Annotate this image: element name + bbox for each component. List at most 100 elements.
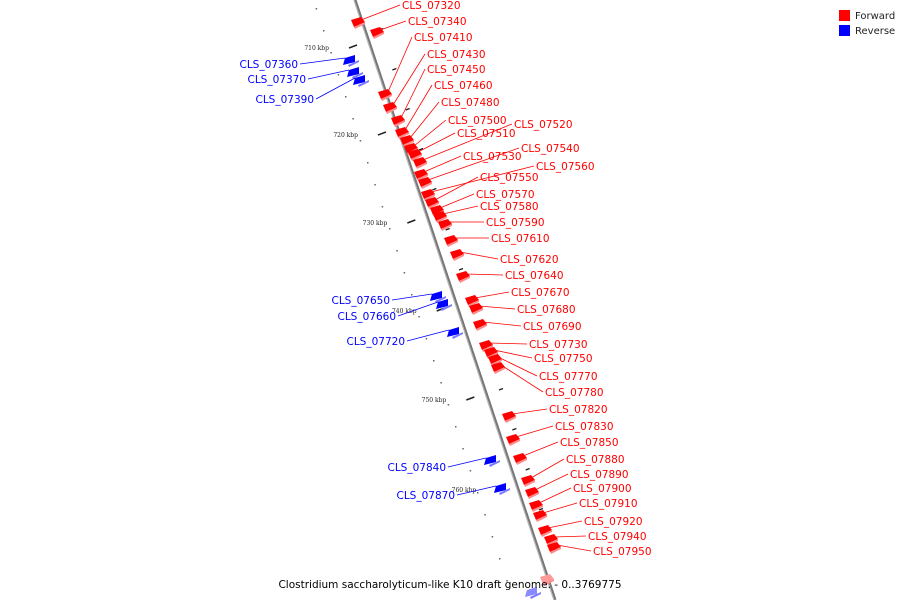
forward-gene-CLS_07770 <box>488 354 502 364</box>
connector-CLS_07390 <box>315 77 356 100</box>
forward-gene-CLS_07690 <box>473 319 487 329</box>
forward-gene-CLS_07610 <box>444 235 458 245</box>
gene-label-CLS_07460: CLS_07460 <box>434 80 493 92</box>
axis-dot <box>499 558 501 560</box>
connector-CLS_07570 <box>439 193 475 209</box>
forward-gene-CLS_07940 <box>544 534 558 544</box>
scale-tick-mark <box>348 44 358 49</box>
genome-backbone-shade <box>353 0 555 600</box>
forward-gene-CLS_07950 <box>547 542 561 552</box>
legend-reverse-label: Reverse <box>855 26 895 37</box>
legend-forward-swatch <box>839 10 850 21</box>
gene-labels: CLS_07320 CLS_07340 CLS_07410 CLS_07430 CLS_… <box>240 0 652 558</box>
reverse-gene-CLS_07840-shade <box>489 460 500 467</box>
scale-tick-label: 730 kbp <box>363 220 388 227</box>
gene-label-CLS_07890: CLS_07890 <box>570 469 629 481</box>
reverse-gene-CLS_07720 <box>447 327 459 337</box>
gene-label-CLS_07560: CLS_07560 <box>536 161 595 173</box>
forward-gene-CLS_07410-shade <box>381 94 392 101</box>
forward-gene-CLS_07780 <box>491 362 505 372</box>
gene-features <box>343 17 561 599</box>
forward-gene-CLS_07640-shade <box>459 276 470 283</box>
forward-gene-CLS_07670-shade <box>468 300 479 307</box>
connector-CLS_07770 <box>497 356 538 377</box>
axis-dot <box>359 140 362 142</box>
gene-label-CLS_07900: CLS_07900 <box>573 483 632 495</box>
connector-CLS_07820 <box>511 408 548 415</box>
axis-dash <box>405 107 410 111</box>
gene-label-CLS_07690: CLS_07690 <box>523 321 582 333</box>
reverse-gene-CLS_07840 <box>484 455 496 465</box>
gene-label-CLS_07390: CLS_07390 <box>256 94 315 106</box>
gene-label-CLS_07820: CLS_07820 <box>549 404 608 416</box>
forward-gene-CLS_07880-shade <box>524 480 535 487</box>
forward-gene-CLS_07670 <box>465 295 479 305</box>
genome-caption: Clostridium saccharolyticum-like K10 dra… <box>278 579 621 591</box>
genome-backbone <box>353 0 557 600</box>
connector-CLS_07560 <box>430 165 535 193</box>
connector-CLS_07850 <box>522 441 559 457</box>
axis-dot <box>433 360 435 362</box>
gene-label-CLS_07410: CLS_07410 <box>414 32 473 44</box>
gene-label-CLS_07500: CLS_07500 <box>448 115 507 127</box>
axis-dash <box>512 427 517 431</box>
gene-label-CLS_07360: CLS_07360 <box>240 59 299 71</box>
reverse-gene-partial <box>525 587 537 597</box>
axis-dot <box>367 162 369 164</box>
reverse-gene-CLS_07870-shade <box>499 488 510 495</box>
connector-CLS_07520 <box>422 123 513 161</box>
scale-tick-mark <box>466 396 475 401</box>
connector-CLS_07550 <box>434 176 479 201</box>
connector-CLS_07510 <box>417 132 456 153</box>
gene-label-CLS_07370: CLS_07370 <box>248 74 307 86</box>
axis-dot <box>418 316 420 318</box>
forward-gene-CLS_07530-shade <box>417 174 428 181</box>
forward-gene-CLS_07510-shade <box>411 154 422 161</box>
scale-tick-label: 710 kbp <box>304 45 329 52</box>
gene-label-CLS_07850: CLS_07850 <box>560 437 619 449</box>
connector-CLS_07680 <box>478 305 516 310</box>
forward-gene-CLS_07680-shade <box>472 308 483 315</box>
connector-CLS_07540 <box>427 147 520 181</box>
reverse-gene-CLS_07720-shade <box>452 332 463 339</box>
reverse-gene-CLS_07390-shade <box>358 80 369 87</box>
gene-label-CLS_07340: CLS_07340 <box>408 16 467 28</box>
gene-label-CLS_07680: CLS_07680 <box>517 304 576 316</box>
axis-dot <box>337 74 340 76</box>
gene-label-CLS_07670: CLS_07670 <box>511 287 570 299</box>
forward-gene-CLS_07920-shade <box>541 530 552 537</box>
reverse-gene-CLS_07360 <box>343 55 355 65</box>
connector-CLS_07360 <box>299 57 346 65</box>
reverse-gene-CLS_07360-shade <box>348 60 359 67</box>
gene-label-CLS_07480: CLS_07480 <box>441 97 500 109</box>
gene-label-CLS_07540: CLS_07540 <box>521 143 580 155</box>
axis-dot <box>506 580 508 582</box>
scale-tick-label: 720 kbp <box>333 132 358 139</box>
axis-dot <box>374 184 376 186</box>
axis-dash <box>498 387 504 391</box>
axis-dot <box>389 228 391 230</box>
gene-label-CLS_07750: CLS_07750 <box>534 353 593 365</box>
forward-gene-partial-shade <box>543 579 554 586</box>
scale-tick-mark <box>407 219 416 224</box>
reverse-gene-partial-shade <box>530 592 541 599</box>
forward-gene-CLS_07780-shade <box>494 367 505 374</box>
connector-CLS_07670 <box>474 291 510 299</box>
connector-CLS_07890 <box>534 473 569 491</box>
gene-label-CLS_07590: CLS_07590 <box>486 217 545 229</box>
axis-dot <box>323 30 325 32</box>
connector-CLS_07370 <box>307 69 350 80</box>
forward-gene-CLS_07730 <box>479 340 493 350</box>
connector-CLS_07780 <box>500 364 544 393</box>
axis-dot <box>403 272 406 274</box>
gene-label-CLS_07770: CLS_07770 <box>539 371 598 383</box>
gene-label-CLS_07840: CLS_07840 <box>388 462 447 474</box>
axis-dash <box>538 507 544 511</box>
axis-dash <box>392 67 397 71</box>
axis-dot <box>491 536 494 538</box>
connector-CLS_07530 <box>423 155 462 173</box>
forward-gene-CLS_07460-shade <box>398 132 409 139</box>
gene-label-CLS_07610: CLS_07610 <box>491 233 550 245</box>
axis-dash <box>418 147 424 151</box>
